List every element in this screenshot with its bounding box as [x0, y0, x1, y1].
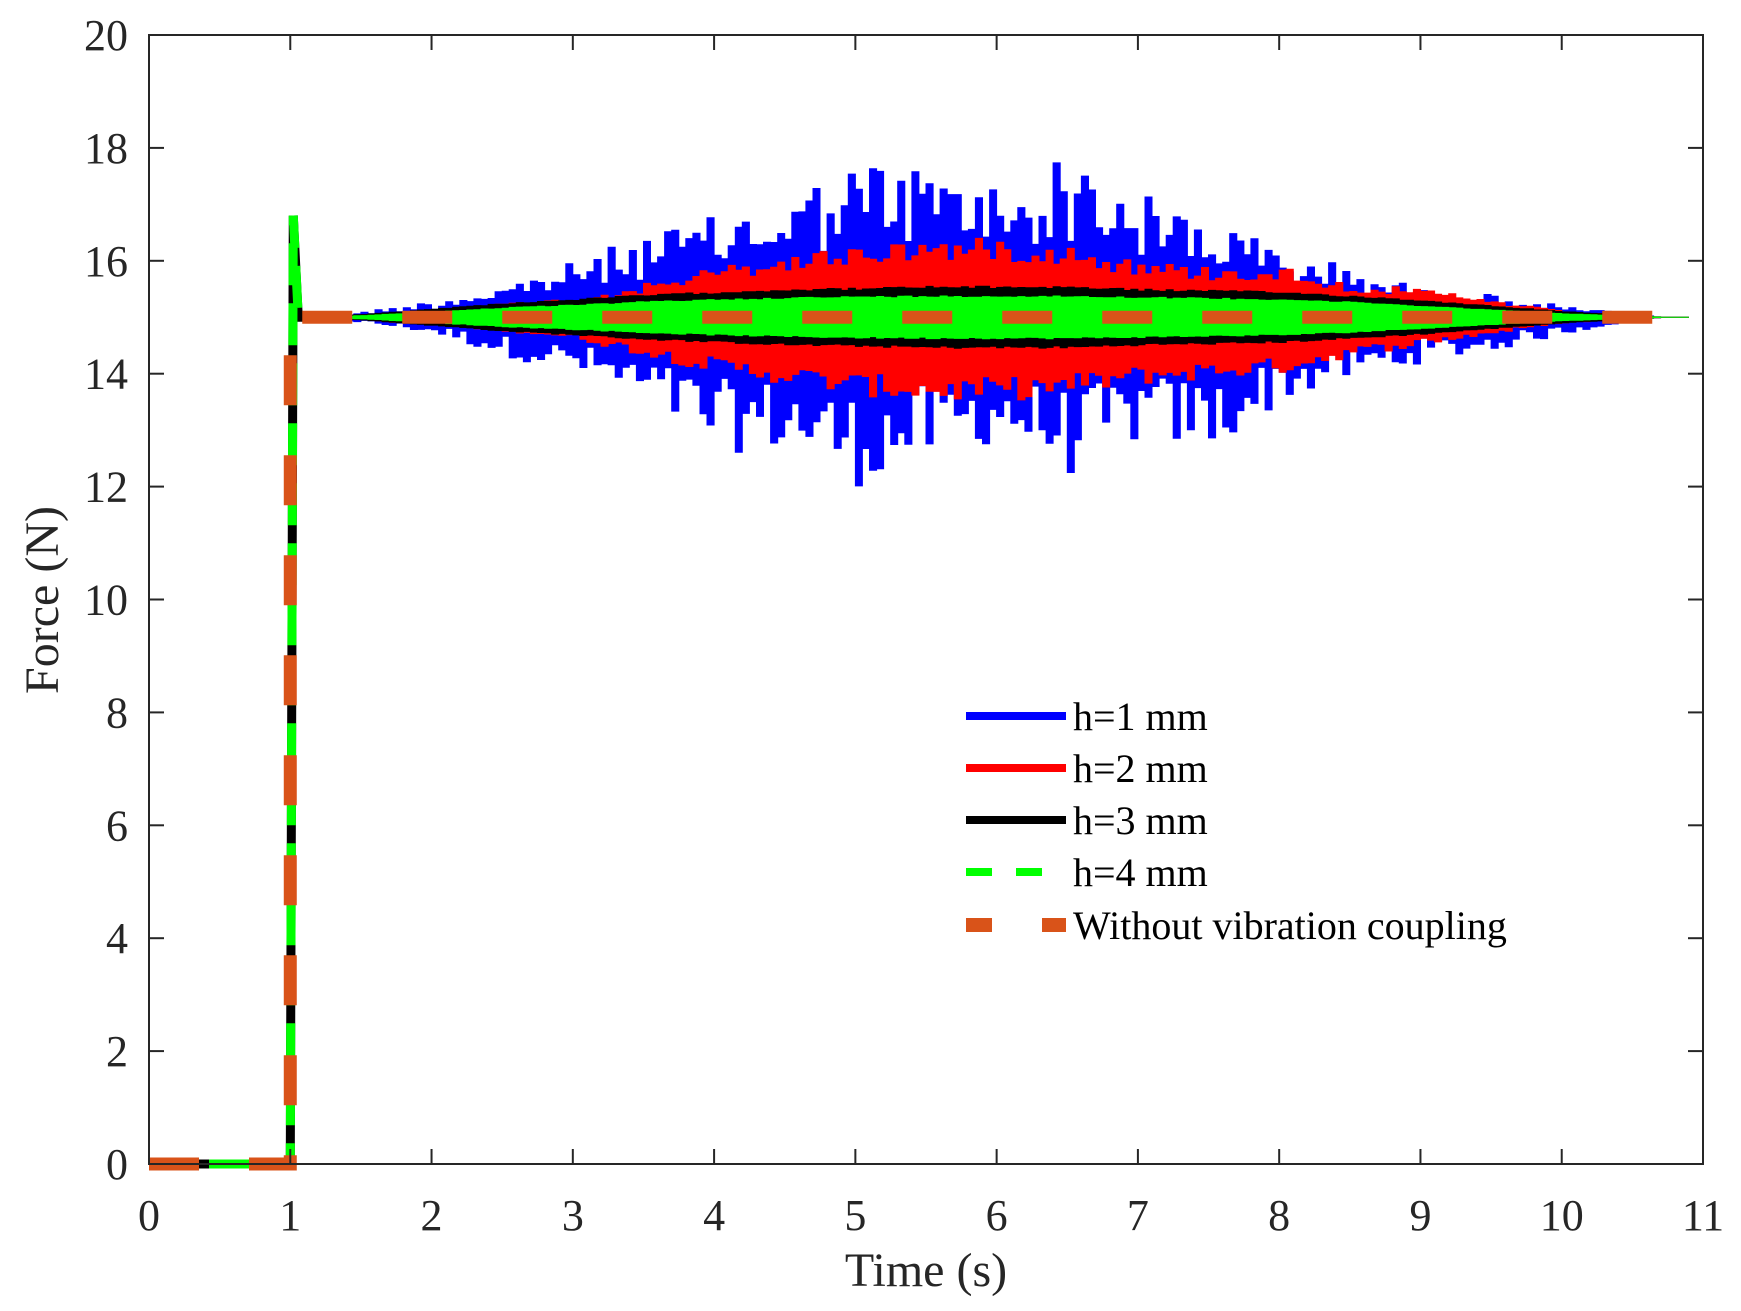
legend-entry: h=2 mm [966, 746, 1208, 791]
legend-entry: h=4 mm [966, 850, 1208, 895]
y-tick-label: 6 [106, 801, 128, 850]
x-tick-label: 3 [562, 1191, 584, 1240]
y-tick-label: 2 [106, 1027, 128, 1076]
x-tick-label: 10 [1540, 1191, 1584, 1240]
y-tick-label: 18 [84, 124, 128, 173]
x-tick-label: 4 [703, 1191, 725, 1240]
y-tick-label: 20 [84, 11, 128, 60]
step-line-h3 [149, 215, 305, 1169]
x-tick-label: 9 [1409, 1191, 1431, 1240]
x-tick-label: 0 [138, 1191, 160, 1240]
y-tick-label: 0 [106, 1140, 128, 1189]
x-tick-label: 7 [1127, 1191, 1149, 1240]
x-tick-label: 11 [1682, 1191, 1724, 1240]
x-tick-label: 2 [421, 1191, 443, 1240]
legend-entry: Without vibration coupling [966, 903, 1507, 948]
x-tick-label: 8 [1268, 1191, 1290, 1240]
series-layer [149, 162, 1703, 1171]
x-tick-label: 1 [279, 1191, 301, 1240]
step-line-h4 [149, 215, 305, 1169]
legend-label: h=2 mm [1073, 746, 1208, 791]
x-tick-label: 5 [844, 1191, 866, 1240]
y-tick-label: 8 [106, 688, 128, 737]
y-tick-label: 10 [84, 576, 128, 625]
legend-entry: h=1 mm [966, 694, 1208, 739]
y-axis-label: Force (N) [16, 506, 69, 694]
legend-label: Without vibration coupling [1073, 903, 1507, 948]
legend: h=1 mm h=2 mm h=3 mm h=4 mm Without vibratio… [966, 694, 1507, 948]
y-tick-label: 14 [84, 350, 128, 399]
legend-label: h=4 mm [1073, 850, 1208, 895]
y-tick-label: 16 [84, 237, 128, 286]
x-axis-label: Time (s) [845, 1244, 1007, 1297]
y-tick-label: 4 [106, 914, 128, 963]
series-h-4-mm [304, 295, 1689, 340]
y-tick-labels: 0 2 4 6 8 10 12 14 16 18 20 [84, 11, 128, 1189]
x-tick-labels: 0 1 2 3 4 5 6 7 8 9 10 11 [138, 1191, 1724, 1240]
x-tick-label: 6 [986, 1191, 1008, 1240]
series-envelope [304, 295, 1689, 340]
ticks-layer [148, 34, 1704, 1165]
y-tick-label: 12 [84, 463, 128, 512]
legend-label: h=1 mm [1073, 694, 1208, 739]
step-response [149, 215, 305, 1169]
legend-label: h=3 mm [1073, 798, 1208, 843]
legend-entry: h=3 mm [966, 798, 1208, 843]
